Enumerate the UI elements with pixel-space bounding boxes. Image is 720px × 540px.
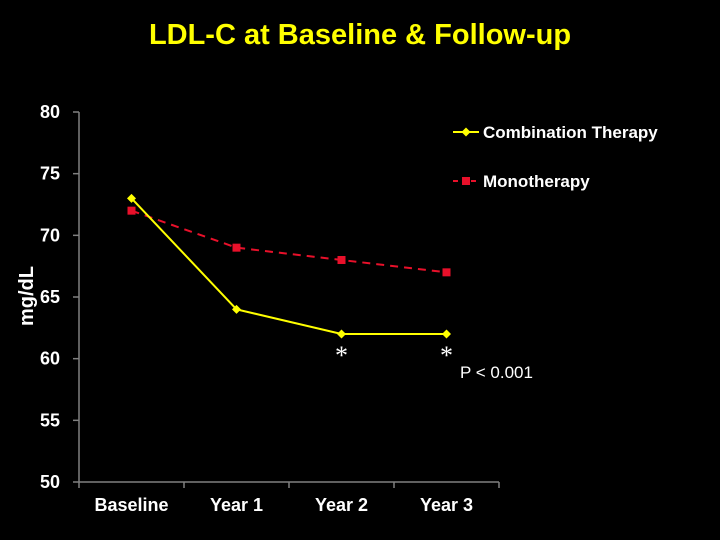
legend: Combination Therapy Monotherapy: [453, 123, 658, 191]
legend-marker-monotherapy: [462, 177, 470, 185]
x-tick-label: Year 2: [315, 495, 368, 515]
series-line-combination-therapy: [130, 197, 447, 335]
y-tick-label: 60: [40, 349, 60, 369]
x-tick-label: Year 1: [210, 495, 263, 515]
data-point-monotherapy: [232, 243, 241, 252]
data-point-combination-therapy: [232, 304, 241, 314]
y-tick-label: 80: [40, 102, 60, 122]
series-monotherapy: [127, 206, 451, 277]
y-tick-label: 65: [40, 287, 60, 307]
legend-marker-combination-therapy: [461, 127, 471, 137]
series-line-monotherapy: [131, 209, 447, 274]
y-tick-label: 50: [40, 472, 60, 492]
series-combination-therapy: [127, 193, 451, 339]
significance-star: *: [335, 341, 348, 370]
data-point-combination-therapy: [442, 329, 451, 339]
data-point-combination-therapy: [337, 329, 346, 339]
x-tick-label: Baseline: [94, 495, 168, 515]
data-point-combination-therapy: [127, 193, 136, 203]
legend-item-combination-therapy: Combination Therapy: [453, 123, 658, 142]
y-tick-label: 75: [40, 164, 60, 184]
data-point-monotherapy: [337, 256, 346, 264]
significance-star: *: [440, 341, 453, 370]
y-tick-label: 55: [40, 410, 60, 430]
chart-title: LDL-C at Baseline & Follow-up: [149, 19, 571, 51]
legend-label-monotherapy: Monotherapy: [483, 172, 590, 191]
x-axis-ticks: Baseline Year 1 Year 2 Year 3: [78, 482, 500, 515]
legend-label-combination-therapy: Combination Therapy: [483, 123, 658, 142]
legend-item-monotherapy: Monotherapy: [453, 172, 590, 191]
x-tick-label: Year 3: [420, 495, 473, 515]
annotation-layer: * * P < 0.001: [335, 341, 533, 382]
data-point-monotherapy: [442, 268, 451, 277]
y-axis-ticks: 50 55 60 65 70 75 80: [40, 102, 79, 492]
data-point-monotherapy: [127, 206, 136, 215]
y-axis-label: mg/dL: [16, 266, 38, 326]
p-value-label: P < 0.001: [460, 363, 533, 382]
y-tick-label: 70: [40, 225, 60, 245]
series-layer: [127, 193, 451, 339]
